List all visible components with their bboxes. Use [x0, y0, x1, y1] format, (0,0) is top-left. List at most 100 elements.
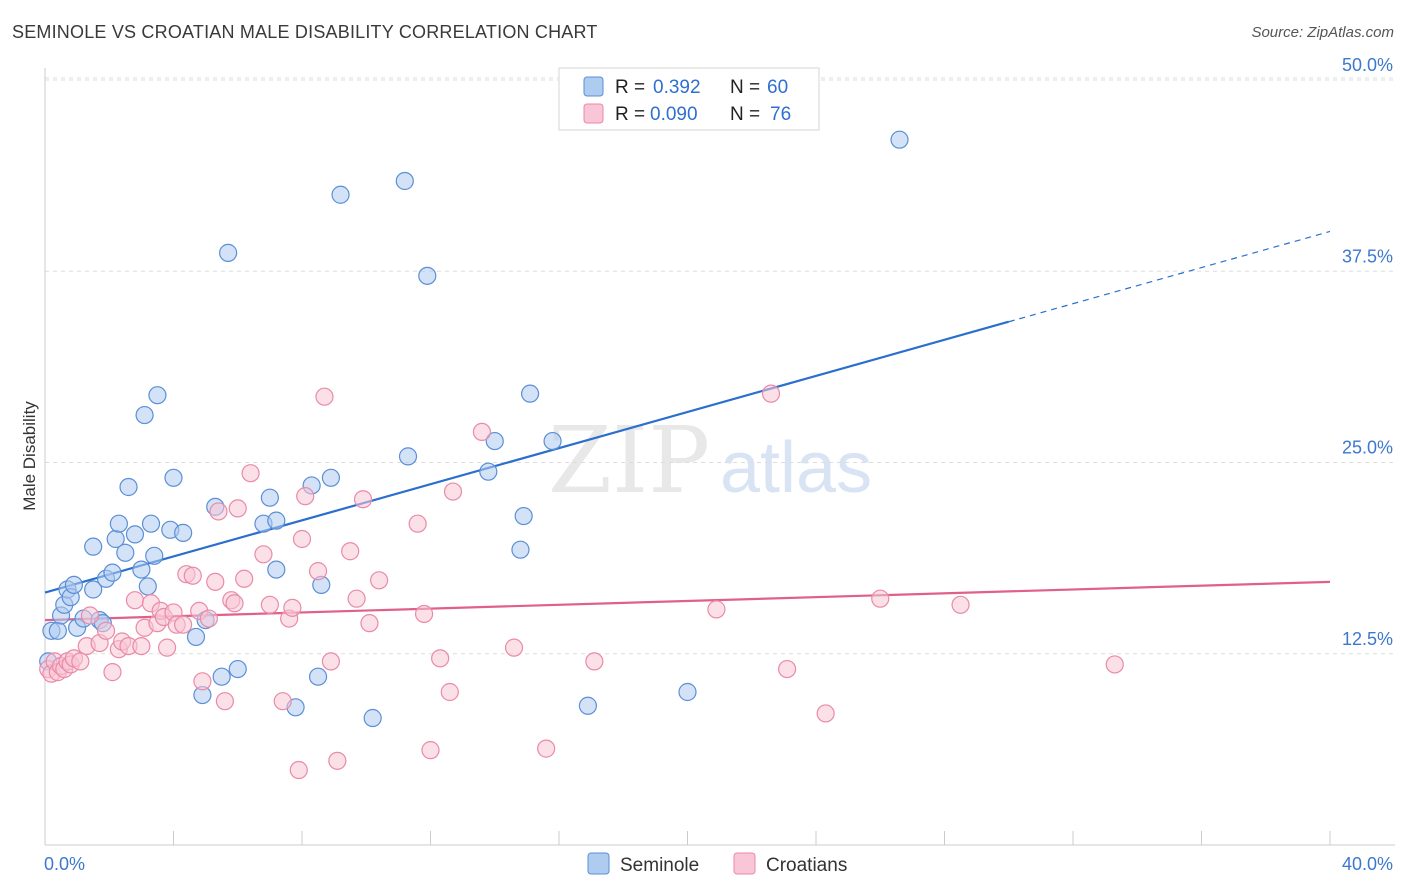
point-seminole	[363, 708, 382, 728]
legend-r-value: 0.090	[650, 104, 698, 125]
trend-lines	[44, 230, 1331, 622]
point-croatians	[504, 638, 524, 657]
axes: 12.5% 25.0% 37.5% 50.0% 0.0% 40.0%	[44, 55, 1395, 874]
point-croatians	[132, 636, 151, 656]
point-croatians	[360, 614, 379, 633]
point-croatians	[292, 529, 312, 549]
x-tick-label-max: 40.0%	[1342, 854, 1393, 874]
point-seminole	[267, 560, 286, 579]
point-croatians	[431, 649, 450, 668]
point-croatians	[225, 594, 244, 613]
watermark-atlas: atlas	[720, 428, 872, 508]
point-seminole	[395, 171, 414, 191]
point-croatians	[315, 387, 334, 406]
stats-legend: R = 0.392 N = 60 R = 0.090 N = 76	[558, 67, 820, 131]
point-seminole	[321, 468, 341, 487]
point-seminole	[141, 514, 161, 533]
trend-line-extension	[1008, 230, 1331, 323]
bottom-legend-seminole: Seminole	[620, 855, 699, 876]
point-seminole	[260, 488, 279, 507]
legend-n-label: N =	[730, 77, 760, 98]
point-seminole	[398, 447, 418, 466]
series-legend: Seminole Croatians	[587, 852, 847, 876]
watermark-zip: ZIP	[548, 407, 710, 514]
point-croatians	[260, 595, 279, 614]
point-croatians	[183, 566, 202, 585]
point-croatians	[174, 615, 193, 634]
point-seminole	[48, 621, 67, 640]
point-seminole	[228, 659, 247, 679]
bottom-legend-swatch-seminole	[587, 852, 610, 875]
point-seminole	[148, 386, 167, 405]
point-croatians	[347, 589, 366, 608]
point-croatians	[273, 692, 292, 711]
point-seminole	[186, 627, 206, 647]
point-croatians	[421, 741, 440, 760]
data-points	[39, 130, 1124, 780]
point-croatians	[1105, 655, 1124, 674]
point-seminole	[145, 546, 164, 565]
point-croatians	[199, 609, 218, 628]
point-croatians	[103, 663, 122, 682]
point-seminole	[119, 477, 138, 497]
point-seminole	[125, 525, 145, 544]
point-croatians	[80, 606, 100, 625]
point-croatians	[193, 672, 212, 691]
point-seminole	[212, 667, 231, 686]
point-seminole	[418, 266, 437, 285]
point-seminole	[132, 560, 151, 579]
point-croatians	[951, 595, 970, 614]
point-seminole	[138, 577, 157, 596]
point-seminole	[84, 580, 103, 599]
point-croatians	[125, 591, 145, 610]
point-seminole	[116, 543, 135, 562]
point-croatians	[414, 604, 434, 624]
legend-swatch-seminole	[583, 76, 604, 97]
point-seminole	[164, 468, 183, 487]
point-seminole	[890, 130, 909, 149]
point-croatians	[157, 638, 177, 657]
legend-swatch-croatians	[583, 103, 604, 124]
x-tick-label-min: 0.0%	[44, 854, 85, 874]
legend-n-value: 76	[770, 104, 791, 125]
y-tick-label: 50.0%	[1342, 55, 1393, 75]
y-tick-label: 37.5%	[1342, 246, 1393, 266]
legend-n-label: N =	[730, 104, 760, 125]
point-croatians	[370, 571, 389, 590]
trend-line-seminole	[44, 320, 1010, 594]
point-seminole	[578, 696, 598, 715]
point-seminole	[174, 523, 193, 542]
bottom-legend-swatch-croatians	[733, 852, 756, 875]
point-seminole	[485, 431, 504, 451]
point-seminole	[511, 540, 530, 559]
point-croatians	[408, 514, 427, 533]
legend-r-value: 0.392	[653, 77, 701, 98]
point-croatians	[816, 704, 835, 723]
legend-r-label: R =	[615, 77, 645, 98]
point-seminole	[84, 537, 103, 556]
point-croatians	[871, 589, 890, 608]
point-seminole	[479, 462, 498, 481]
y-axis-label: Male Disability	[20, 401, 39, 511]
point-croatians	[241, 464, 260, 483]
point-croatians	[71, 652, 90, 671]
point-seminole	[135, 405, 154, 425]
point-croatians	[296, 487, 315, 506]
legend-r-label: R =	[615, 104, 645, 125]
point-croatians	[443, 482, 463, 501]
point-croatians	[537, 739, 556, 758]
point-croatians	[283, 598, 302, 617]
point-seminole	[267, 511, 286, 530]
point-seminole	[331, 185, 350, 204]
point-croatians	[289, 760, 308, 780]
point-seminole	[103, 563, 122, 582]
trend-line-croatians	[44, 580, 1331, 622]
point-croatians	[761, 384, 781, 403]
point-croatians	[254, 545, 273, 564]
y-tick-label: 12.5%	[1342, 629, 1393, 649]
point-croatians	[209, 502, 228, 521]
point-seminole	[678, 682, 697, 702]
point-seminole	[514, 506, 533, 526]
point-croatians	[308, 562, 328, 581]
